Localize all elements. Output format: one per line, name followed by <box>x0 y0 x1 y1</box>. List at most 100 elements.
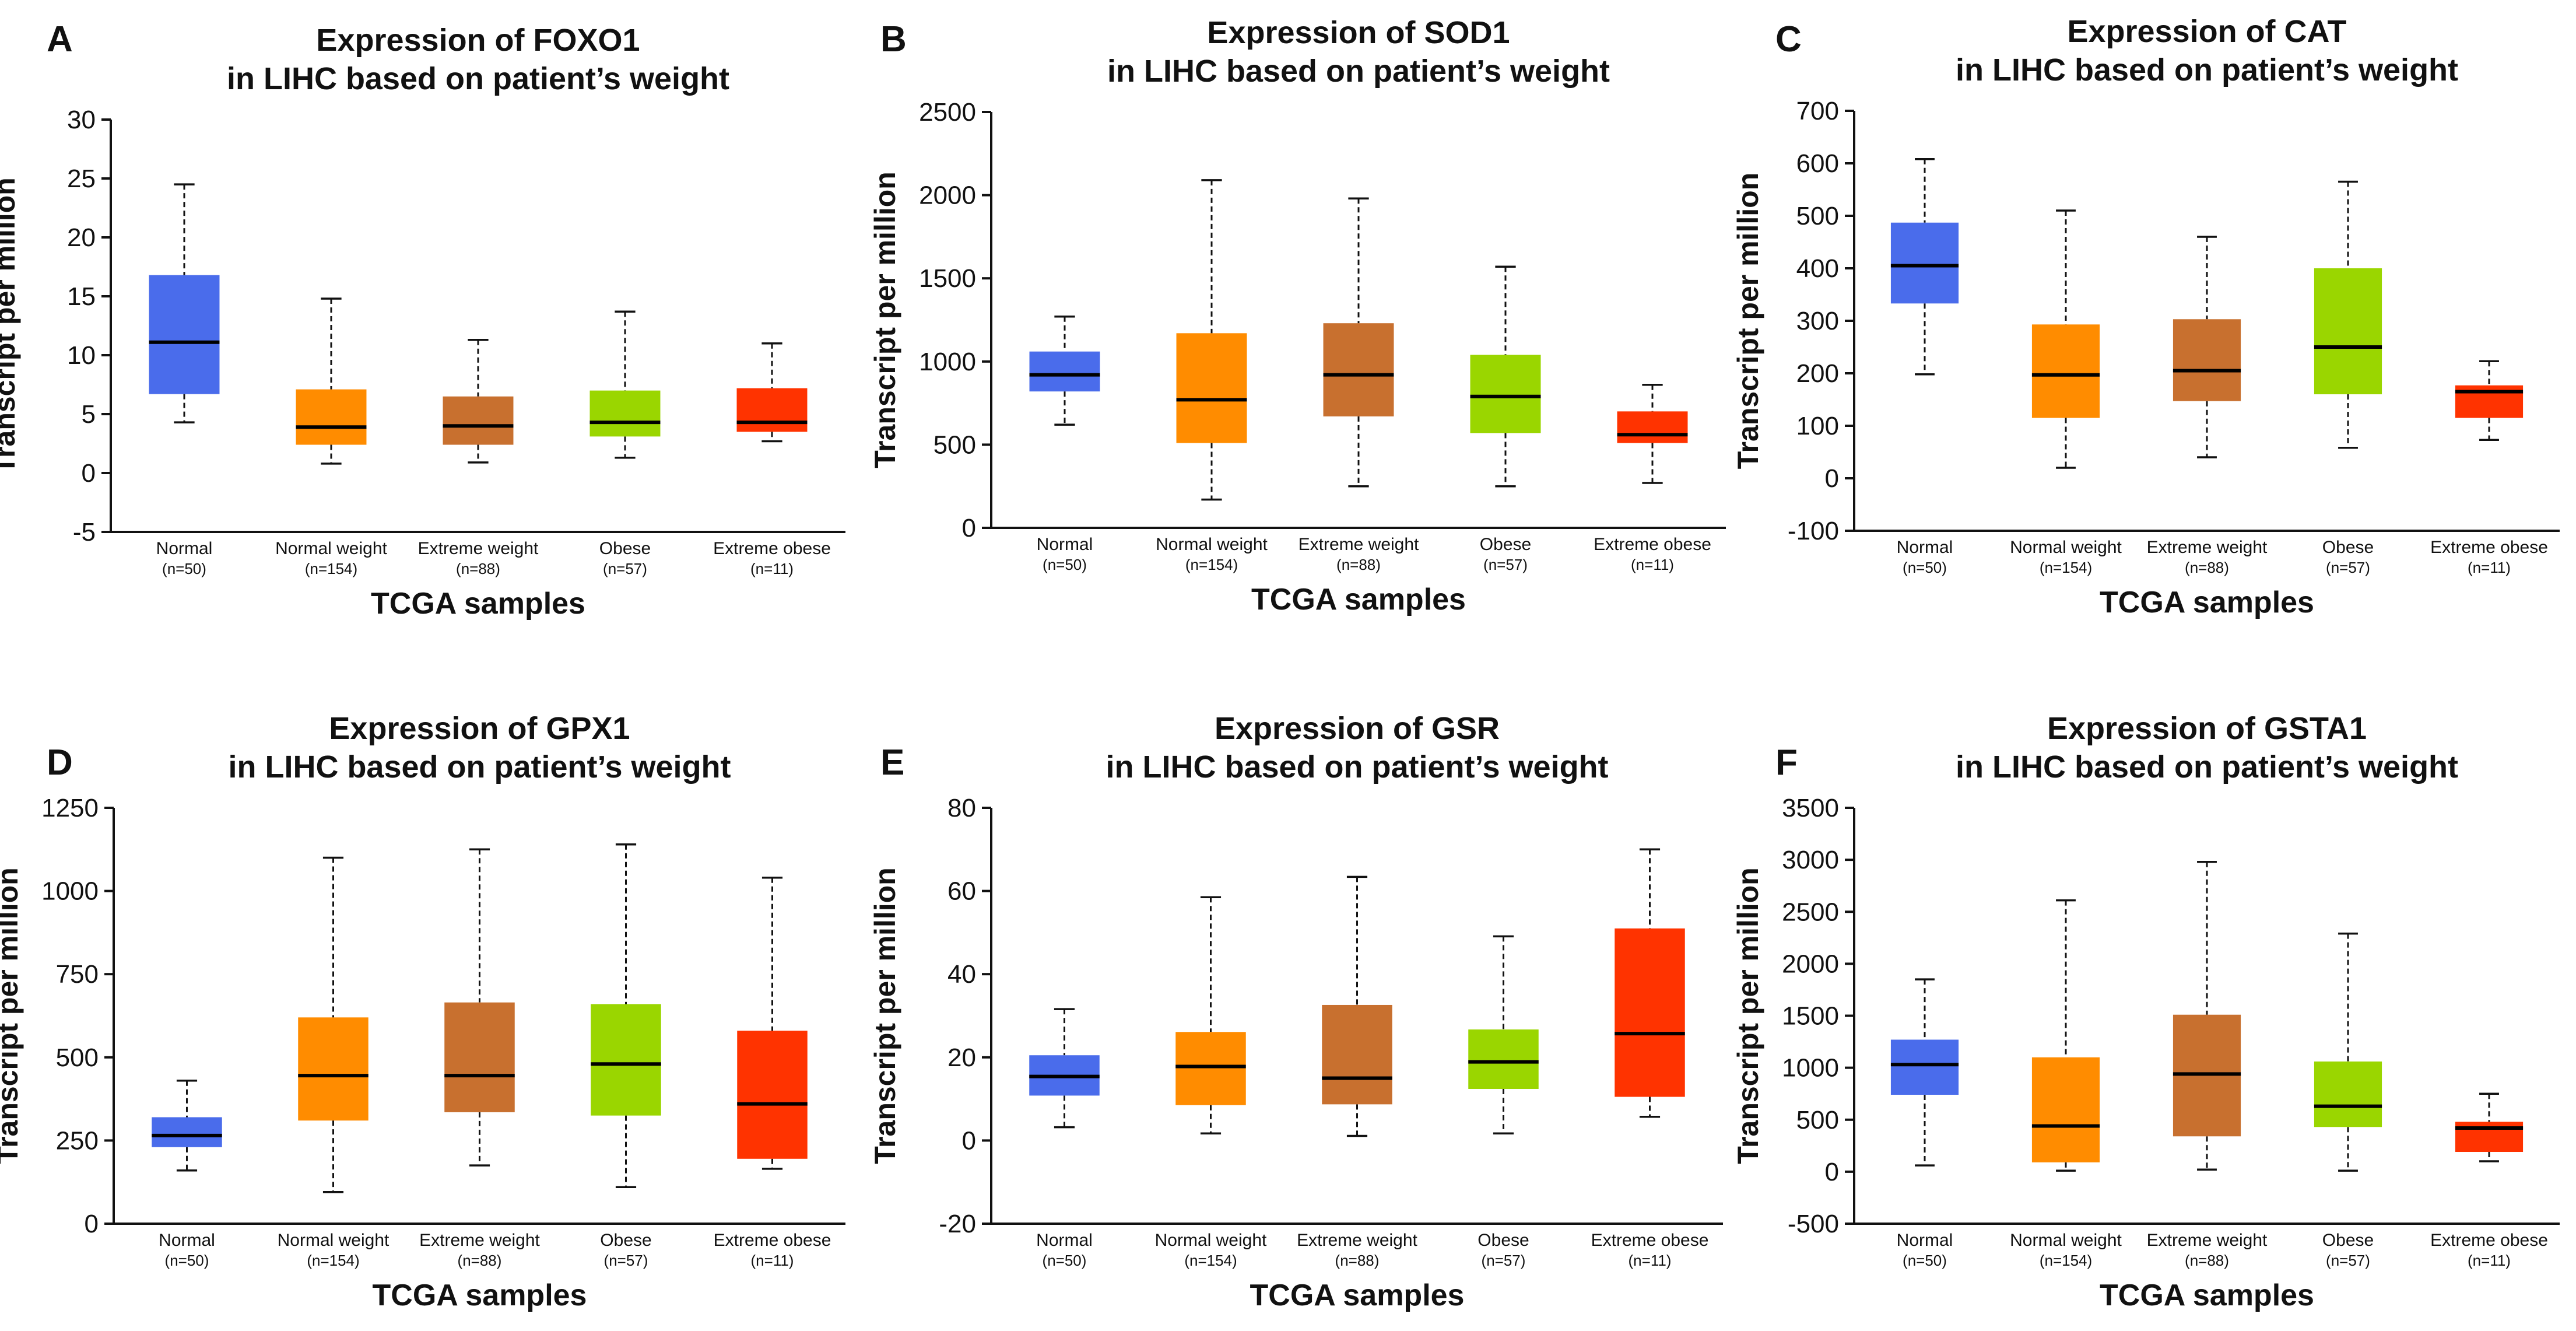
sample-count-label: (n=88) <box>1336 556 1381 573</box>
sample-count-label: (n=57) <box>1483 556 1528 573</box>
iqr-box <box>1176 333 1247 443</box>
panel-letter: A <box>47 19 73 59</box>
iqr-box <box>1029 351 1100 392</box>
box-normal <box>1890 978 1959 1167</box>
iqr-box <box>296 389 367 445</box>
y-tick-label: 0 <box>962 1126 976 1155</box>
chart-title-line-1: Expression of GSTA1 <box>2047 711 2367 746</box>
sample-count-label: (n=11) <box>2468 559 2511 576</box>
sample-count-label: (n=88) <box>456 560 500 577</box>
box-extreme-obese <box>2455 1092 2524 1162</box>
x-axis-label: TCGA samples <box>1250 1279 1465 1312</box>
y-tick-label: 500 <box>56 1043 99 1072</box>
panel-letter: F <box>1775 742 1798 783</box>
y-tick-label: 5 <box>82 400 96 429</box>
y-tick-label: 1000 <box>41 877 99 906</box>
category-label: Normal <box>1037 535 1093 554</box>
box-extreme-obese <box>1617 383 1688 484</box>
y-tick-label: 100 <box>1796 412 1839 440</box>
y-tick-label: 200 <box>1796 359 1839 388</box>
box-obese <box>1470 265 1541 488</box>
y-tick-label: 10 <box>67 341 96 370</box>
iqr-box <box>1890 1039 1959 1095</box>
y-tick-label: -5 <box>73 518 96 547</box>
sample-count-label: (n=50) <box>165 1252 209 1269</box>
y-tick-label: -20 <box>939 1210 976 1238</box>
iqr-box <box>1468 1029 1539 1089</box>
iqr-box <box>149 275 220 394</box>
box-obese <box>2314 180 2382 449</box>
sample-count-label: (n=154) <box>2040 1252 2092 1269</box>
category-label: Obese <box>600 1231 651 1250</box>
iqr-box <box>2031 324 2100 418</box>
category-label: Normal weight <box>278 1231 389 1250</box>
box-obese <box>1468 935 1539 1135</box>
y-tick-label: 1250 <box>41 794 99 822</box>
chart-title-line-1: Expression of GPX1 <box>329 711 630 746</box>
iqr-box <box>298 1017 368 1121</box>
chart-title-line-2: in LIHC based on patient’s weight <box>227 61 729 96</box>
category-label: Normal <box>159 1231 215 1250</box>
box-extreme-obese <box>736 342 808 443</box>
y-axis-label: Transcript per million <box>869 171 901 468</box>
sample-count-label: (n=11) <box>2468 1252 2511 1269</box>
y-tick-label: 700 <box>1796 97 1839 125</box>
box-normal-weight <box>2031 209 2100 469</box>
iqr-box <box>2173 319 2241 401</box>
y-tick-label: 60 <box>947 877 976 906</box>
sample-count-label: (n=57) <box>2326 559 2370 576</box>
category-label: Normal weight <box>275 539 387 558</box>
y-tick-label: -100 <box>1788 517 1839 545</box>
chart-title-line-1: Expression of SOD1 <box>1207 15 1510 50</box>
box-extreme-weight <box>1323 197 1394 488</box>
sample-count-label: (n=154) <box>1185 556 1238 573</box>
panel-letter: C <box>1775 19 1802 59</box>
iqr-box <box>1890 222 1959 304</box>
iqr-box <box>2314 268 2382 394</box>
iqr-box <box>152 1117 222 1147</box>
sample-count-label: (n=154) <box>2040 559 2092 576</box>
iqr-box <box>1617 411 1688 443</box>
iqr-box <box>1470 355 1541 433</box>
box-normal <box>149 183 220 423</box>
sample-count-label: (n=154) <box>305 560 357 577</box>
sample-count-label: (n=50) <box>1903 559 1947 576</box>
category-label: Extreme obese <box>2430 1231 2548 1250</box>
y-axis-label: Transcript per million <box>0 867 24 1164</box>
y-tick-label: 500 <box>1796 202 1839 230</box>
sample-count-label: (n=11) <box>1631 556 1674 573</box>
sample-count-label: (n=88) <box>2185 559 2229 576</box>
category-label: Extreme weight <box>1298 535 1419 554</box>
iqr-box <box>1175 1032 1246 1105</box>
iqr-box <box>2314 1061 2382 1127</box>
sample-count-label: (n=88) <box>2185 1252 2229 1269</box>
box-extreme-weight <box>2173 860 2241 1171</box>
y-tick-label: 400 <box>1796 254 1839 283</box>
sample-count-label: (n=88) <box>458 1252 502 1269</box>
category-label: Normal weight <box>1156 535 1268 554</box>
y-tick-label: 3500 <box>1782 794 1839 822</box>
y-tick-label: 1500 <box>1782 1002 1839 1031</box>
sample-count-label: (n=50) <box>162 560 206 577</box>
box-normal <box>1029 316 1100 426</box>
iqr-box <box>591 1004 661 1116</box>
category-label: Obese <box>599 539 651 558</box>
iqr-box <box>1322 1004 1392 1105</box>
y-tick-label: 0 <box>85 1210 99 1238</box>
category-label: Normal <box>1897 538 1953 557</box>
y-tick-label: 20 <box>947 1043 976 1072</box>
category-label: Obese <box>1480 535 1531 554</box>
sample-count-label: (n=11) <box>751 1252 794 1269</box>
panel-letter: B <box>880 19 907 59</box>
chart-title-line-2: in LIHC based on patient’s weight <box>1107 54 1610 89</box>
box-normal <box>1890 158 1959 376</box>
iqr-box <box>737 1031 808 1159</box>
iqr-box <box>443 396 514 445</box>
y-tick-label: 0 <box>962 514 976 542</box>
box-extreme-weight <box>2173 236 2241 458</box>
box-obese <box>591 843 661 1189</box>
